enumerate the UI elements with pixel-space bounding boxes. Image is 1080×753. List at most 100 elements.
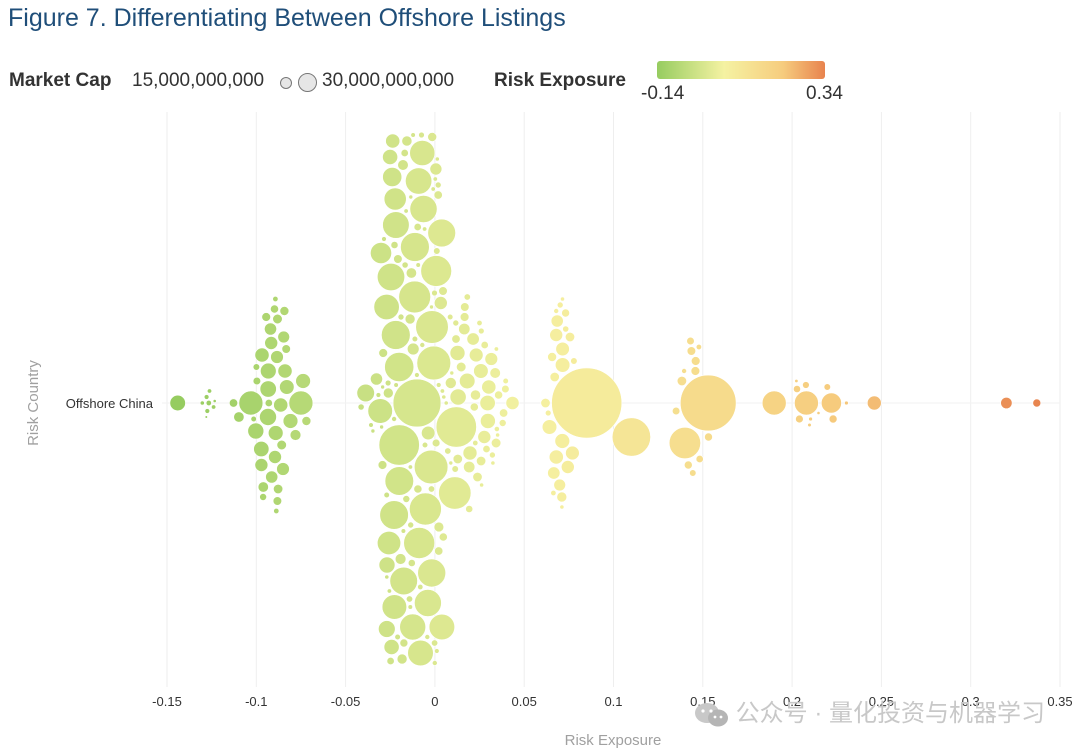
data-bubble[interactable] [264, 322, 277, 336]
data-bubble[interactable] [268, 425, 284, 441]
data-bubble[interactable] [381, 594, 408, 620]
data-bubble[interactable] [434, 156, 440, 162]
data-bubble[interactable] [407, 559, 416, 567]
data-bubble[interactable] [276, 439, 287, 451]
data-bubble[interactable] [382, 167, 403, 187]
data-bubble[interactable] [390, 241, 399, 249]
data-bubble[interactable] [433, 296, 448, 310]
data-bubble[interactable] [376, 530, 401, 555]
data-bubble[interactable] [794, 378, 799, 383]
data-bubble[interactable] [555, 341, 570, 357]
data-bubble[interactable] [400, 528, 407, 534]
data-bubble[interactable] [686, 336, 695, 346]
data-bubble[interactable] [463, 293, 471, 301]
data-bubble[interactable] [449, 388, 467, 406]
data-bubble[interactable] [383, 187, 407, 211]
data-bubble[interactable] [807, 422, 812, 428]
data-bubble[interactable] [204, 408, 211, 414]
data-bubble[interactable] [259, 493, 267, 501]
data-bubble[interactable] [556, 491, 568, 503]
data-bubble[interactable] [560, 296, 565, 302]
data-bubble[interactable] [802, 381, 810, 389]
data-bubble[interactable] [679, 374, 737, 432]
data-bubble[interactable] [259, 380, 277, 398]
data-bubble[interactable] [394, 553, 407, 565]
data-bubble[interactable] [414, 372, 420, 378]
data-bubble[interactable] [427, 485, 435, 493]
data-bubble[interactable] [385, 133, 401, 149]
data-bubble[interactable] [554, 357, 571, 373]
data-bubble[interactable] [444, 447, 452, 455]
data-bubble[interactable] [451, 465, 459, 473]
data-bubble[interactable] [480, 340, 489, 349]
data-bubble[interactable] [233, 411, 245, 423]
data-bubble[interactable] [671, 406, 681, 416]
data-bubble[interactable] [268, 450, 282, 464]
data-bubble[interactable] [409, 140, 436, 166]
data-bubble[interactable] [252, 363, 260, 371]
data-bubble[interactable] [821, 392, 842, 414]
data-bubble[interactable] [548, 449, 564, 465]
data-bubble[interactable] [690, 366, 701, 376]
data-bubble[interactable] [402, 495, 411, 503]
data-bubble[interactable] [433, 521, 445, 533]
data-bubble[interactable] [695, 454, 704, 463]
data-bubble[interactable] [389, 566, 418, 596]
data-bubble[interactable] [393, 382, 399, 388]
data-bubble[interactable] [264, 336, 279, 350]
data-bubble[interactable] [407, 464, 413, 470]
data-bubble[interactable] [289, 429, 302, 441]
data-bubble[interactable] [401, 261, 409, 269]
data-bubble[interactable] [547, 352, 557, 362]
data-bubble[interactable] [405, 595, 413, 603]
data-bubble[interactable] [434, 648, 440, 654]
data-bubble[interactable] [451, 334, 461, 344]
data-bubble[interactable] [272, 496, 283, 506]
data-bubble[interactable] [273, 507, 280, 514]
data-bubble[interactable] [376, 262, 405, 291]
data-bubble[interactable] [681, 368, 687, 374]
data-bubble[interactable] [551, 367, 623, 439]
data-bubble[interactable] [795, 414, 804, 424]
data-bubble[interactable] [502, 377, 509, 385]
data-bubble[interactable] [270, 350, 284, 364]
data-bubble[interactable] [462, 445, 478, 461]
data-bubble[interactable] [844, 400, 849, 406]
data-bubble[interactable] [277, 363, 293, 379]
data-bubble[interactable] [470, 389, 481, 401]
data-bubble[interactable] [260, 362, 277, 380]
data-bubble[interactable] [690, 356, 701, 366]
data-bubble[interactable] [357, 403, 365, 411]
data-bubble[interactable] [229, 398, 239, 408]
data-bubble[interactable] [495, 432, 500, 438]
data-bubble[interactable] [499, 408, 509, 418]
data-bubble[interactable] [211, 404, 217, 410]
data-bubble[interactable] [479, 394, 496, 411]
data-bubble[interactable] [404, 313, 416, 325]
data-bubble[interactable] [379, 424, 384, 430]
data-bubble[interactable] [252, 376, 261, 386]
data-bubble[interactable] [383, 491, 390, 499]
data-bubble[interactable] [238, 390, 264, 416]
data-bubble[interactable] [427, 132, 438, 142]
data-bubble[interactable] [382, 211, 410, 239]
data-bubble[interactable] [823, 383, 831, 391]
data-bubble[interactable] [273, 483, 284, 494]
data-bubble[interactable] [414, 449, 449, 485]
data-bubble[interactable] [384, 574, 390, 580]
data-bubble[interactable] [295, 373, 311, 389]
data-bubble[interactable] [420, 255, 452, 287]
data-bubble[interactable] [556, 301, 564, 309]
data-bubble[interactable] [276, 462, 290, 476]
data-bubble[interactable] [472, 439, 479, 446]
data-bubble[interactable] [415, 310, 449, 344]
data-bubble[interactable] [433, 247, 441, 255]
data-bubble[interactable] [459, 372, 476, 390]
data-bubble[interactable] [381, 320, 411, 350]
data-bubble[interactable] [429, 162, 443, 176]
data-bubble[interactable] [384, 379, 392, 387]
data-bubble[interactable] [463, 460, 476, 473]
data-bubble[interactable] [562, 325, 570, 333]
data-bubble[interactable] [476, 319, 483, 326]
data-bubble[interactable] [434, 181, 442, 189]
